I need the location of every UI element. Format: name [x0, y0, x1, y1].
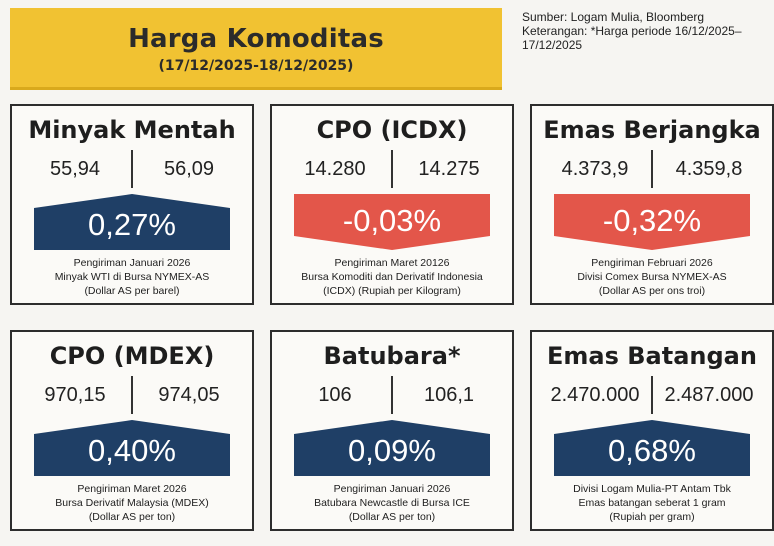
card-description: Pengiriman Januari 2026 Minyak WTI di Bu… [12, 256, 252, 298]
change-badge: 0,68% [554, 420, 750, 476]
desc-line-1: Pengiriman Februari 2026 [591, 257, 713, 269]
price-previous: 106 [318, 384, 352, 406]
card-title: CPO (ICDX) [316, 116, 468, 144]
price-current: 106,1 [423, 384, 475, 406]
price-divider [651, 376, 653, 414]
change-percent: -0,32% [602, 203, 702, 238]
desc-line-3: (Dollar AS per ons troi) [598, 285, 706, 297]
card-emas-batangan: Emas Batangan 2.470.000 2.487.000 0,68% … [530, 330, 774, 531]
change-badge: 0,40% [34, 420, 230, 476]
card-description: Divisi Logam Mulia-PT Antam Tbk Emas bat… [532, 482, 772, 524]
price-pair: 4.373,9 4.359,8 [532, 148, 772, 194]
price-previous: 14.280 [304, 158, 366, 180]
card-title: Emas Batangan [547, 342, 757, 370]
card-description: Pengiriman Januari 2026 Batubara Newcast… [272, 482, 512, 524]
price-divider [651, 150, 653, 188]
card-title: Batubara* [323, 342, 461, 370]
card-description: Pengiriman Maret 20126 Bursa Komoditi da… [272, 256, 512, 298]
price-divider [391, 150, 393, 188]
badge-shape [294, 420, 490, 476]
desc-line-1: Divisi Logam Mulia-PT Antam Tbk [573, 483, 731, 495]
price-pair: 2.470.000 2.487.000 [532, 374, 772, 420]
price-current: 4.359,8 [675, 158, 743, 180]
change-percent: -0,03% [342, 203, 442, 238]
change-percent: 0,68% [608, 433, 696, 468]
change-badge: -0,32% [554, 194, 750, 250]
desc-line-1: Pengiriman Maret 2026 [77, 483, 187, 495]
card-description: Pengiriman Maret 2026 Bursa Derivatif Ma… [12, 482, 252, 524]
desc-line-1: Pengiriman Januari 2026 [333, 483, 451, 495]
price-current: 2.487.000 [664, 384, 754, 406]
card-batubara: Batubara* 106 106,1 0,09% Pengiriman Jan… [270, 330, 514, 531]
badge-shape [554, 194, 750, 250]
price-divider [391, 376, 393, 414]
desc-line-2: Emas batangan seberat 1 gram [578, 497, 726, 509]
card-minyak-mentah: Minyak Mentah 55,94 56,09 0,27% Pengirim… [10, 104, 254, 305]
desc-line-2: Divisi Comex Bursa NYMEX-AS [577, 271, 727, 283]
desc-line-1: Pengiriman Maret 20126 [334, 257, 450, 269]
badge-shape [34, 420, 230, 476]
price-divider [131, 376, 133, 414]
price-previous: 970,15 [44, 384, 106, 406]
note-line-cont: 17/12/2025 [522, 38, 583, 52]
desc-line-2: Bursa Komoditi dan Derivatif Indonesia [301, 271, 483, 283]
desc-line-3: (Dollar AS per ton) [88, 511, 176, 523]
desc-line-3: (Dollar AS per barel) [84, 285, 180, 297]
change-percent: 0,27% [88, 207, 176, 242]
price-current: 56,09 [163, 158, 215, 180]
price-pair: 106 106,1 [272, 374, 512, 420]
price-pair: 14.280 14.275 [272, 148, 512, 194]
price-previous: 55,94 [49, 158, 101, 180]
note-line: Keterangan: *Harga periode 16/12/2025– [522, 24, 742, 38]
desc-line-2: Bursa Derivatif Malaysia (MDEX) [55, 497, 209, 509]
card-title: Emas Berjangka [543, 116, 761, 144]
card-cpo-icdx: CPO (ICDX) 14.280 14.275 -0,03% Pengirim… [270, 104, 514, 305]
card-description: Pengiriman Februari 2026 Divisi Comex Bu… [532, 256, 772, 298]
price-pair: 55,94 56,09 [12, 148, 252, 194]
price-current: 974,05 [158, 384, 220, 406]
period-label: (17/12/2025-18/12/2025) [158, 58, 354, 74]
price-previous: 2.470.000 [550, 384, 640, 406]
change-percent: 0,40% [88, 433, 176, 468]
badge-shape [554, 420, 750, 476]
desc-line-3: (Dollar AS per ton) [348, 511, 436, 523]
price-pair: 970,15 974,05 [12, 374, 252, 420]
badge-shape [294, 194, 490, 250]
desc-line-2: Batubara Newcastle di Bursa ICE [314, 497, 470, 509]
desc-line-3: (ICDX) (Rupiah per Kilogram) [323, 285, 461, 297]
change-badge: 0,27% [34, 194, 230, 250]
price-current: 14.275 [418, 158, 480, 180]
card-cpo-mdex: CPO (MDEX) 970,15 974,05 0,40% Pengirima… [10, 330, 254, 531]
desc-line-2: Minyak WTI di Bursa NYMEX-AS [54, 271, 210, 283]
change-percent: 0,09% [348, 433, 436, 468]
desc-line-1: Pengiriman Januari 2026 [73, 257, 191, 269]
card-title: CPO (MDEX) [49, 342, 215, 370]
badge-shape [34, 194, 230, 250]
change-badge: 0,09% [294, 420, 490, 476]
desc-line-3: (Rupiah per gram) [609, 511, 695, 523]
card-emas-berjangka: Emas Berjangka 4.373,9 4.359,8 -0,32% Pe… [530, 104, 774, 305]
price-previous: 4.373,9 [561, 158, 629, 180]
price-divider [131, 150, 133, 188]
source-line: Sumber: Logam Mulia, Bloomberg [522, 10, 705, 24]
page-title: Harga Komoditas [128, 24, 384, 54]
card-title: Minyak Mentah [28, 116, 236, 144]
change-badge: -0,03% [294, 194, 490, 250]
source-note: Sumber: Logam Mulia, Bloomberg Keteranga… [522, 10, 767, 52]
header-banner: Harga Komoditas (17/12/2025-18/12/2025) [10, 8, 502, 90]
